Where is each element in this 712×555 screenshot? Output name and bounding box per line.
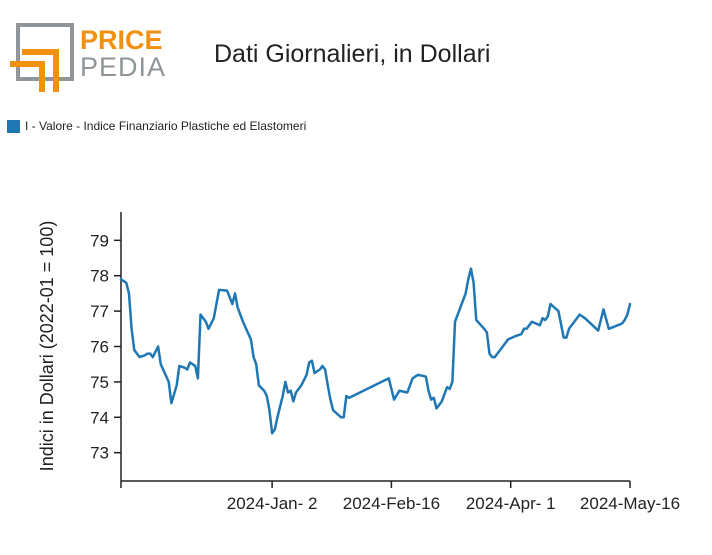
- y-tick-label: 75: [90, 373, 109, 392]
- series-line: [119, 267, 632, 435]
- x-tick-label: 2024-Apr- 1: [466, 494, 556, 513]
- x-tick-label: 2024-Jan- 2: [227, 494, 318, 513]
- series-group: [119, 267, 632, 435]
- y-tick-label: 77: [90, 302, 109, 321]
- y-tick-label: 73: [90, 444, 109, 463]
- logo-word-price: PRICE: [80, 25, 163, 55]
- y-tick-label: 78: [90, 267, 109, 286]
- x-tick-label: 2024-Feb-16: [343, 494, 440, 513]
- chart-title: Dati Giornalieri, in Dollari: [214, 40, 491, 68]
- x-tick-label: 2024-May-16: [580, 494, 680, 513]
- pricepedia-logo: PRICE PEDIA: [10, 23, 166, 92]
- logo-word-pedia: PEDIA: [80, 52, 166, 82]
- legend-label: I - Valore - Indice Finanziario Plastich…: [25, 119, 307, 133]
- logo-mark: [10, 23, 74, 92]
- legend: I - Valore - Indice Finanziario Plastich…: [7, 119, 306, 133]
- legend-swatch: [7, 119, 20, 133]
- y-tick-label: 74: [90, 408, 109, 427]
- y-tick-label: 79: [90, 231, 109, 250]
- axes: 73 74 75 76 77 78 79 2024-Jan- 2 2024-Feb-16 2024…: [90, 212, 680, 513]
- y-axis-label: Indici in Dollari (2022-01 = 100): [37, 221, 57, 472]
- y-tick-label: 76: [90, 338, 109, 357]
